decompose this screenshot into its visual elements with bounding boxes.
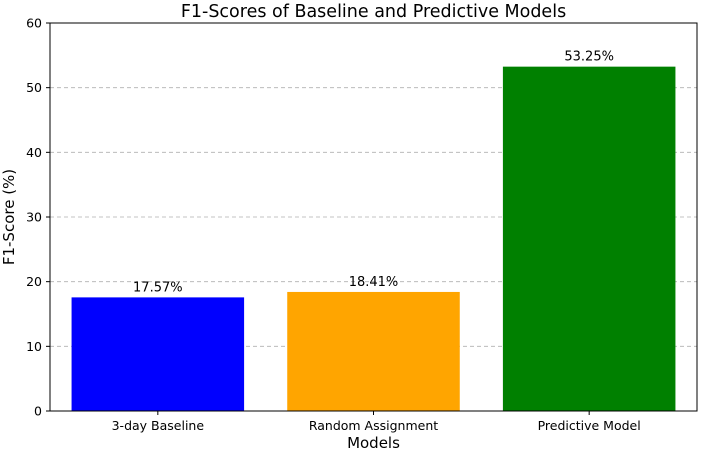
bar-0 bbox=[71, 297, 245, 411]
y-tick-label-0: 0 bbox=[34, 404, 42, 419]
bar-1 bbox=[287, 291, 460, 411]
data-labels: 17.57% 18.41% 53.25% bbox=[133, 50, 614, 296]
x-tick-label-0: 3-day Baseline bbox=[112, 418, 205, 433]
y-tick-label-50: 50 bbox=[26, 80, 42, 95]
y-axis-ticks: 0 10 20 30 40 50 60 bbox=[26, 16, 50, 419]
y-tick-label-60: 60 bbox=[26, 16, 42, 31]
y-tick-label-20: 20 bbox=[26, 274, 42, 289]
y-tick-label-10: 10 bbox=[26, 339, 42, 354]
y-tick-label-30: 30 bbox=[26, 210, 42, 225]
x-axis-label: Models bbox=[347, 434, 400, 452]
bar-2 bbox=[502, 66, 676, 412]
data-label-2: 53.25% bbox=[564, 50, 614, 65]
x-tick-label-2: Predictive Model bbox=[538, 418, 641, 433]
x-axis-ticks: 3-day Baseline Random Assignment Predictiv… bbox=[112, 411, 641, 433]
bars bbox=[71, 66, 676, 412]
data-label-0: 17.57% bbox=[133, 280, 183, 295]
x-tick-label-1: Random Assignment bbox=[309, 418, 438, 433]
data-label-1: 18.41% bbox=[349, 275, 399, 290]
y-tick-label-40: 40 bbox=[26, 145, 42, 160]
chart-title: F1-Scores of Baseline and Predictive Mod… bbox=[181, 2, 566, 22]
y-axis-label: F1-Score (%) bbox=[0, 169, 18, 265]
